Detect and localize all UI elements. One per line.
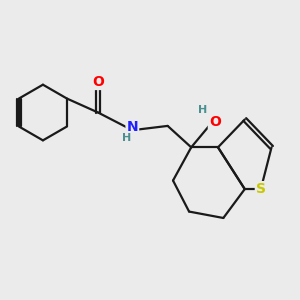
Text: N: N — [127, 120, 138, 134]
Text: O: O — [92, 75, 104, 89]
Text: H: H — [122, 133, 132, 143]
Text: O: O — [209, 115, 221, 129]
Text: H: H — [198, 105, 208, 115]
Text: S: S — [256, 182, 266, 196]
